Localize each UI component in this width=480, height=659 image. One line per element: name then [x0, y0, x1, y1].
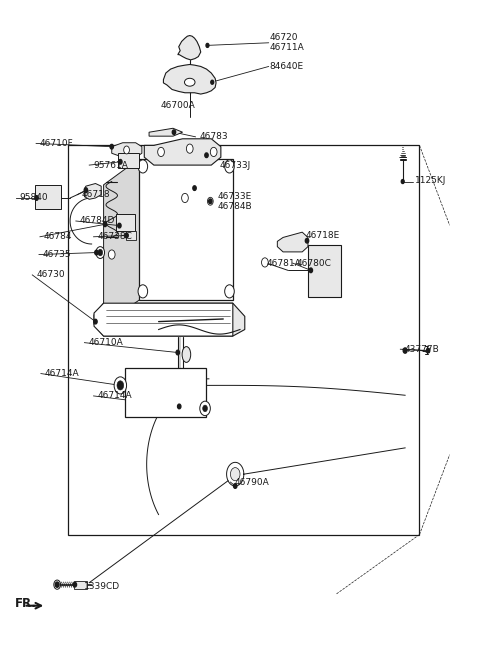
Text: 1125KJ: 1125KJ	[415, 177, 446, 185]
FancyBboxPatch shape	[35, 185, 61, 209]
Circle shape	[172, 130, 176, 134]
Circle shape	[98, 249, 103, 256]
Bar	[69, 146, 420, 534]
Circle shape	[309, 268, 312, 273]
Text: 46718: 46718	[81, 190, 110, 199]
Circle shape	[230, 468, 240, 481]
Circle shape	[205, 153, 208, 158]
Circle shape	[54, 580, 60, 589]
Text: 46700A: 46700A	[160, 101, 195, 111]
FancyBboxPatch shape	[118, 154, 139, 168]
FancyBboxPatch shape	[125, 368, 206, 417]
Circle shape	[426, 348, 430, 353]
Text: 46738C: 46738C	[97, 232, 132, 241]
Polygon shape	[112, 143, 142, 158]
Circle shape	[209, 199, 212, 204]
Circle shape	[55, 582, 59, 587]
Circle shape	[234, 484, 237, 488]
Text: 46783: 46783	[199, 132, 228, 141]
Circle shape	[117, 381, 124, 390]
Circle shape	[186, 144, 193, 154]
Polygon shape	[178, 36, 201, 60]
Circle shape	[84, 188, 87, 192]
Polygon shape	[94, 303, 245, 336]
Text: 46790A: 46790A	[234, 478, 269, 486]
Circle shape	[225, 160, 234, 173]
Circle shape	[119, 159, 122, 164]
Text: 84640E: 84640E	[270, 62, 304, 71]
Text: 46781A: 46781A	[266, 258, 301, 268]
Circle shape	[200, 401, 210, 416]
Ellipse shape	[182, 347, 191, 362]
Text: 46735: 46735	[43, 250, 72, 259]
Text: 95761A: 95761A	[93, 161, 128, 169]
Circle shape	[210, 148, 217, 157]
Text: 46784B: 46784B	[217, 202, 252, 211]
Text: FR.: FR.	[15, 596, 37, 610]
Polygon shape	[94, 303, 233, 336]
Circle shape	[125, 233, 128, 238]
Circle shape	[178, 404, 181, 409]
Circle shape	[157, 148, 164, 157]
Text: 46710F: 46710F	[40, 139, 74, 148]
Circle shape	[124, 146, 130, 154]
Circle shape	[305, 239, 309, 243]
Circle shape	[103, 222, 107, 227]
FancyBboxPatch shape	[116, 214, 135, 231]
Ellipse shape	[184, 78, 195, 86]
Text: 46714A: 46714A	[45, 369, 79, 378]
Circle shape	[193, 186, 196, 190]
Circle shape	[73, 583, 76, 587]
Circle shape	[138, 160, 148, 173]
Text: 46733E: 46733E	[217, 192, 252, 201]
Text: 46784D: 46784D	[80, 217, 115, 225]
Circle shape	[108, 250, 115, 259]
Polygon shape	[277, 232, 308, 252]
Circle shape	[211, 80, 214, 84]
Polygon shape	[163, 65, 216, 94]
Circle shape	[138, 285, 148, 298]
Text: 95840: 95840	[20, 194, 48, 202]
Text: 46784: 46784	[44, 232, 72, 241]
Circle shape	[114, 377, 127, 394]
Circle shape	[118, 223, 121, 228]
Circle shape	[262, 258, 268, 267]
Circle shape	[119, 383, 122, 387]
Circle shape	[94, 320, 97, 324]
Text: 46780C: 46780C	[297, 258, 331, 268]
Text: 43777B: 43777B	[404, 345, 439, 354]
Text: 46730: 46730	[36, 270, 65, 279]
Circle shape	[403, 348, 407, 353]
Text: 46733J: 46733J	[220, 161, 251, 169]
Circle shape	[401, 179, 404, 183]
FancyBboxPatch shape	[308, 245, 340, 297]
FancyBboxPatch shape	[74, 581, 87, 588]
Circle shape	[35, 196, 38, 200]
Circle shape	[207, 197, 213, 205]
Polygon shape	[149, 129, 182, 136]
Circle shape	[96, 246, 105, 258]
Text: 46718E: 46718E	[306, 231, 340, 240]
Circle shape	[181, 193, 188, 202]
Polygon shape	[104, 159, 140, 324]
FancyBboxPatch shape	[140, 159, 233, 300]
Text: 46714A: 46714A	[97, 391, 132, 401]
Circle shape	[95, 250, 98, 255]
Circle shape	[206, 43, 209, 47]
Text: 46720
46711A: 46720 46711A	[270, 33, 304, 53]
FancyBboxPatch shape	[126, 231, 136, 240]
Polygon shape	[84, 183, 101, 199]
Text: 1339CD: 1339CD	[84, 582, 120, 591]
Circle shape	[176, 350, 180, 355]
Circle shape	[225, 285, 234, 298]
Text: 46710A: 46710A	[88, 338, 123, 347]
Circle shape	[110, 144, 113, 149]
Circle shape	[203, 405, 207, 412]
Polygon shape	[144, 139, 221, 165]
